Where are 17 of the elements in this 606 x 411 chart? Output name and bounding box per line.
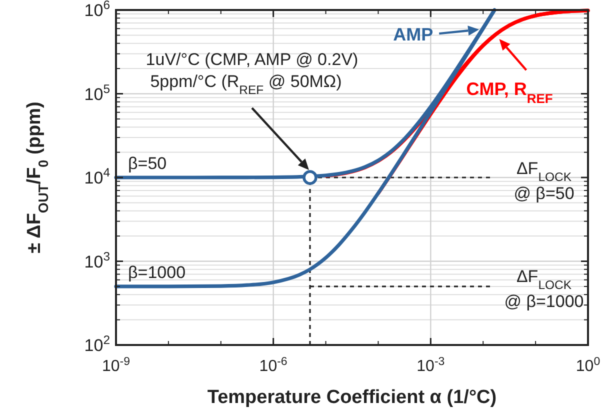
x-tick-label: 10$^{-3}$: [416, 356, 445, 375]
annotation: ΔF$_{LOCK}$ @ β=50: [514, 159, 574, 203]
y-tick-label: 10$^{6}$: [84, 0, 110, 20]
x-tick-label: 10$^{0}$: [576, 356, 600, 375]
series-label: CMP, R$_{REF}$: [466, 79, 553, 106]
y-tick-label: 10$^{2}$: [84, 333, 110, 355]
legend-label: AMP: [393, 24, 434, 45]
y-tick-label: 10$^{4}$: [84, 166, 110, 188]
annotation: 1uV/°C (CMP, AMP @ 0.2V) 5ppm/°C (R$_{REF}$ @ 50MΩ): [146, 50, 358, 97]
x-axis-title: Temperature Coefficient α (1/°C): [207, 387, 497, 408]
y-tick-label: 10$^{5}$: [84, 82, 110, 104]
annotation: ΔF$_{LOCK}$ @ β=1000: [504, 267, 584, 311]
x-tick-label: 10$^{-9}$: [102, 356, 130, 375]
y-tick-label: 10$^{3}$: [84, 249, 110, 272]
annotation: β=1000: [128, 263, 186, 282]
annotation: β=50: [128, 154, 167, 173]
x-tick-label: 10$^{-6}$: [259, 356, 288, 375]
